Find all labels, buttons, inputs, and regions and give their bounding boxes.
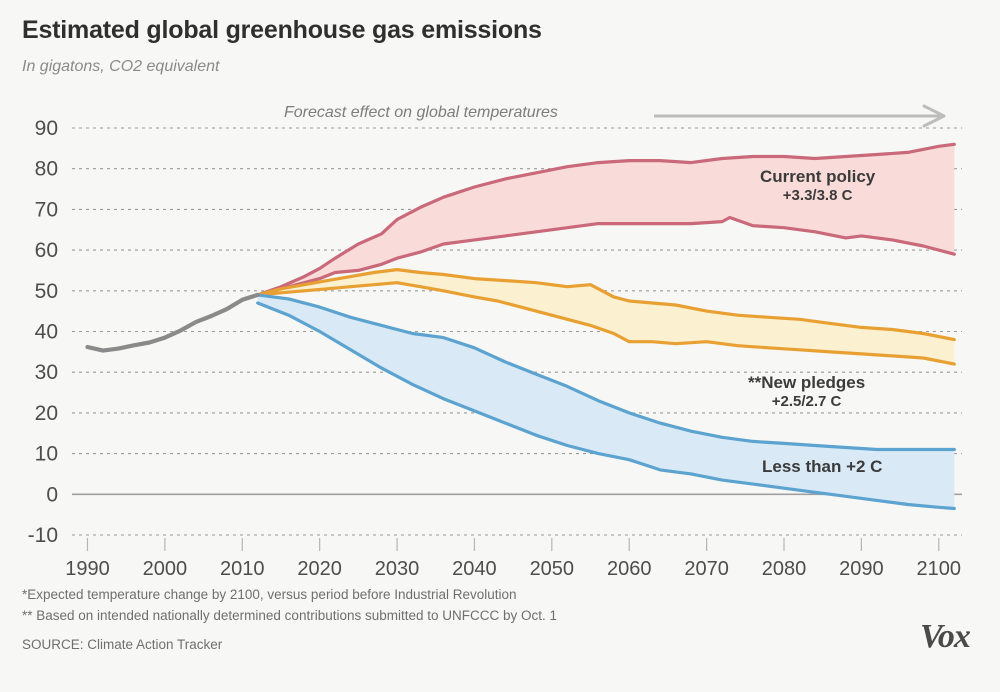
less-than-2c-label: Less than +2 C [762, 457, 883, 476]
y-axis-tick-label: 20 [35, 402, 58, 425]
band-fill-less-than-2c [257, 294, 955, 509]
x-axis-tick-label: 2030 [375, 558, 420, 580]
y-axis-tick-label: 30 [35, 361, 58, 384]
current-policy-label: Current policy [760, 167, 876, 186]
x-axis-tick-label: 2080 [762, 558, 807, 580]
footnote-2: ** Based on intended nationally determin… [22, 607, 558, 623]
x-axis-tick-label: 1990 [65, 558, 110, 580]
y-axis-tick-label: -10 [28, 524, 58, 547]
page-title: Estimated global greenhouse gas emission… [22, 16, 542, 44]
gridlines [72, 127, 962, 536]
x-axis-tick-label: 2100 [917, 558, 962, 580]
x-axis-tick-label: 2060 [607, 558, 652, 580]
x-axis-ticks [86, 538, 940, 551]
series-line-historical [85, 292, 260, 353]
vox-logo: Vox [920, 618, 971, 655]
x-axis-tick-label: 2010 [220, 558, 265, 580]
series-label-new-pledges: **New pledges +2.5/2.7 C [748, 372, 865, 412]
series-line-current-policy [256, 142, 956, 297]
y-axis-tick-label: 0 [46, 483, 58, 506]
arrow-head [922, 104, 946, 128]
source-line: SOURCE: Climate Action Tracker [22, 637, 223, 652]
band-fill-current-policy [257, 144, 955, 295]
series-line-current-policy [256, 215, 956, 297]
y-axis-tick-label: 40 [35, 321, 58, 344]
y-axis-tick-label: 50 [35, 280, 58, 303]
x-axis-labels: 1990 2000 2010 2020 2030 2040 2050 2060 2070 2080… [65, 558, 961, 580]
series-line-less-than-2c [256, 293, 956, 452]
series-label-less-than-2c: Less than +2 C [762, 456, 882, 477]
x-axis-tick-label: 2000 [143, 558, 188, 580]
y-axis-tick-label: 90 [35, 117, 58, 140]
footnotes: *Expected temperature change by 2100, ve… [22, 585, 557, 627]
x-axis-tick-label: 2090 [839, 558, 884, 580]
series-line-new-pledges [256, 281, 956, 366]
y-axis-tick-label: 80 [35, 158, 58, 181]
series-label-current-policy: Current policy +3.3/3.8 C [760, 166, 875, 206]
new-pledges-value: +2.5/2.7 C [771, 393, 842, 411]
forecast-arrow-icon [654, 104, 946, 128]
current-policy-value: +3.3/3.8 C [782, 187, 853, 205]
new-pledges-label: **New pledges [748, 373, 866, 392]
series-line-less-than-2c [256, 301, 956, 511]
y-axis-tick-label: 10 [35, 443, 58, 466]
y-axis-labels: 90 80 70 60 50 40 30 20 10 0 -10 [28, 117, 58, 547]
data-bands [85, 142, 956, 511]
band-fill-new-pledges [257, 269, 955, 365]
forecast-annotation: Forecast effect on global temperatures [284, 104, 558, 121]
x-axis-tick-label: 2050 [530, 558, 575, 580]
y-axis-tick-label: 60 [35, 239, 58, 262]
footnote-1: *Expected temperature change by 2100, ve… [22, 587, 517, 602]
x-axis-tick-label: 2040 [452, 558, 497, 580]
series-line-new-pledges [256, 268, 956, 342]
chart-subtitle: In gigatons, CO2 equivalent [22, 58, 220, 75]
x-axis-tick-label: 2070 [684, 558, 729, 580]
y-axis-tick-label: 70 [35, 198, 58, 221]
x-axis-tick-label: 2020 [297, 558, 342, 580]
